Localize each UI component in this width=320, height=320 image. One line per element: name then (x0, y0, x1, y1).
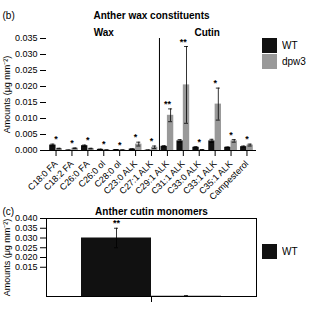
svg-text:Anther wax constituents: Anther wax constituents (93, 10, 210, 21)
svg-text:*: * (54, 134, 58, 144)
svg-text:Amounts (μg mm⁻²): Amounts (μg mm⁻²) (2, 219, 12, 297)
svg-text:*: * (102, 139, 106, 149)
svg-text:(b): (b) (3, 10, 15, 21)
svg-text:0.025: 0.025 (15, 243, 38, 253)
svg-text:*: * (86, 135, 90, 145)
svg-text:0.030: 0.030 (15, 49, 38, 59)
svg-text:C18:0 FA: C18:0 FA (25, 158, 60, 193)
svg-text:Amounts (μg mm⁻²): Amounts (μg mm⁻²) (2, 56, 12, 134)
svg-text:0.030: 0.030 (15, 233, 38, 243)
svg-text:C27:1 ALK: C27:1 ALK (117, 158, 155, 197)
svg-text:C26:0 ol: C26:0 ol (76, 158, 108, 190)
svg-text:0.015: 0.015 (15, 97, 38, 107)
html-text:dpw3: dpw3 (282, 56, 306, 67)
svg-text:*: * (213, 78, 217, 88)
svg-text:**: ** (113, 218, 121, 228)
svg-text:*: * (229, 130, 233, 140)
svg-text:C31:1 ALK: C31:1 ALK (149, 158, 187, 197)
svg-text:0.020: 0.020 (15, 252, 38, 262)
svg-text:C26:0 FA: C26:0 FA (57, 158, 92, 193)
svg-text:Cutin: Cutin (194, 27, 220, 38)
svg-text:(c): (c) (3, 206, 15, 217)
svg-text:C33:0 ALK: C33:0 ALK (165, 158, 203, 197)
svg-text:*: * (197, 137, 201, 147)
svg-text:C33:1 ALK: C33:1 ALK (181, 158, 219, 197)
svg-text:0.035: 0.035 (15, 33, 38, 43)
html-text:WT: WT (282, 40, 298, 51)
svg-text:**: ** (164, 99, 172, 109)
svg-text:C23:0 ALK: C23:0 ALK (101, 158, 139, 197)
svg-text:Wax: Wax (94, 27, 115, 38)
svg-text:C28:0 ol: C28:0 ol (92, 158, 124, 190)
svg-text:0.035: 0.035 (15, 223, 38, 233)
svg-text:Campesterol: Campesterol (207, 159, 250, 200)
svg-text:C35:1 ALK: C35:1 ALK (197, 158, 235, 197)
svg-text:0.005: 0.005 (15, 129, 38, 139)
svg-text:**: ** (180, 37, 188, 47)
svg-text:0.000: 0.000 (15, 145, 38, 155)
svg-text:C29:1 ALK: C29:1 ALK (133, 158, 171, 197)
svg-text:C18:2 FA: C18:2 FA (41, 158, 76, 193)
svg-text:Anther cutin monomers: Anther cutin monomers (95, 206, 208, 217)
svg-text:0.020: 0.020 (15, 81, 38, 91)
html-text:WT: WT (282, 245, 298, 257)
svg-text:0.025: 0.025 (15, 65, 38, 75)
svg-text:*: * (118, 140, 122, 150)
svg-text:0.010: 0.010 (15, 113, 38, 123)
svg-text:0.015: 0.015 (15, 262, 38, 272)
svg-text:*: * (150, 136, 154, 146)
svg-text:*: * (245, 134, 249, 144)
svg-text:0.040: 0.040 (15, 213, 38, 223)
svg-text:*: * (70, 138, 74, 148)
svg-text:*: * (134, 132, 138, 142)
